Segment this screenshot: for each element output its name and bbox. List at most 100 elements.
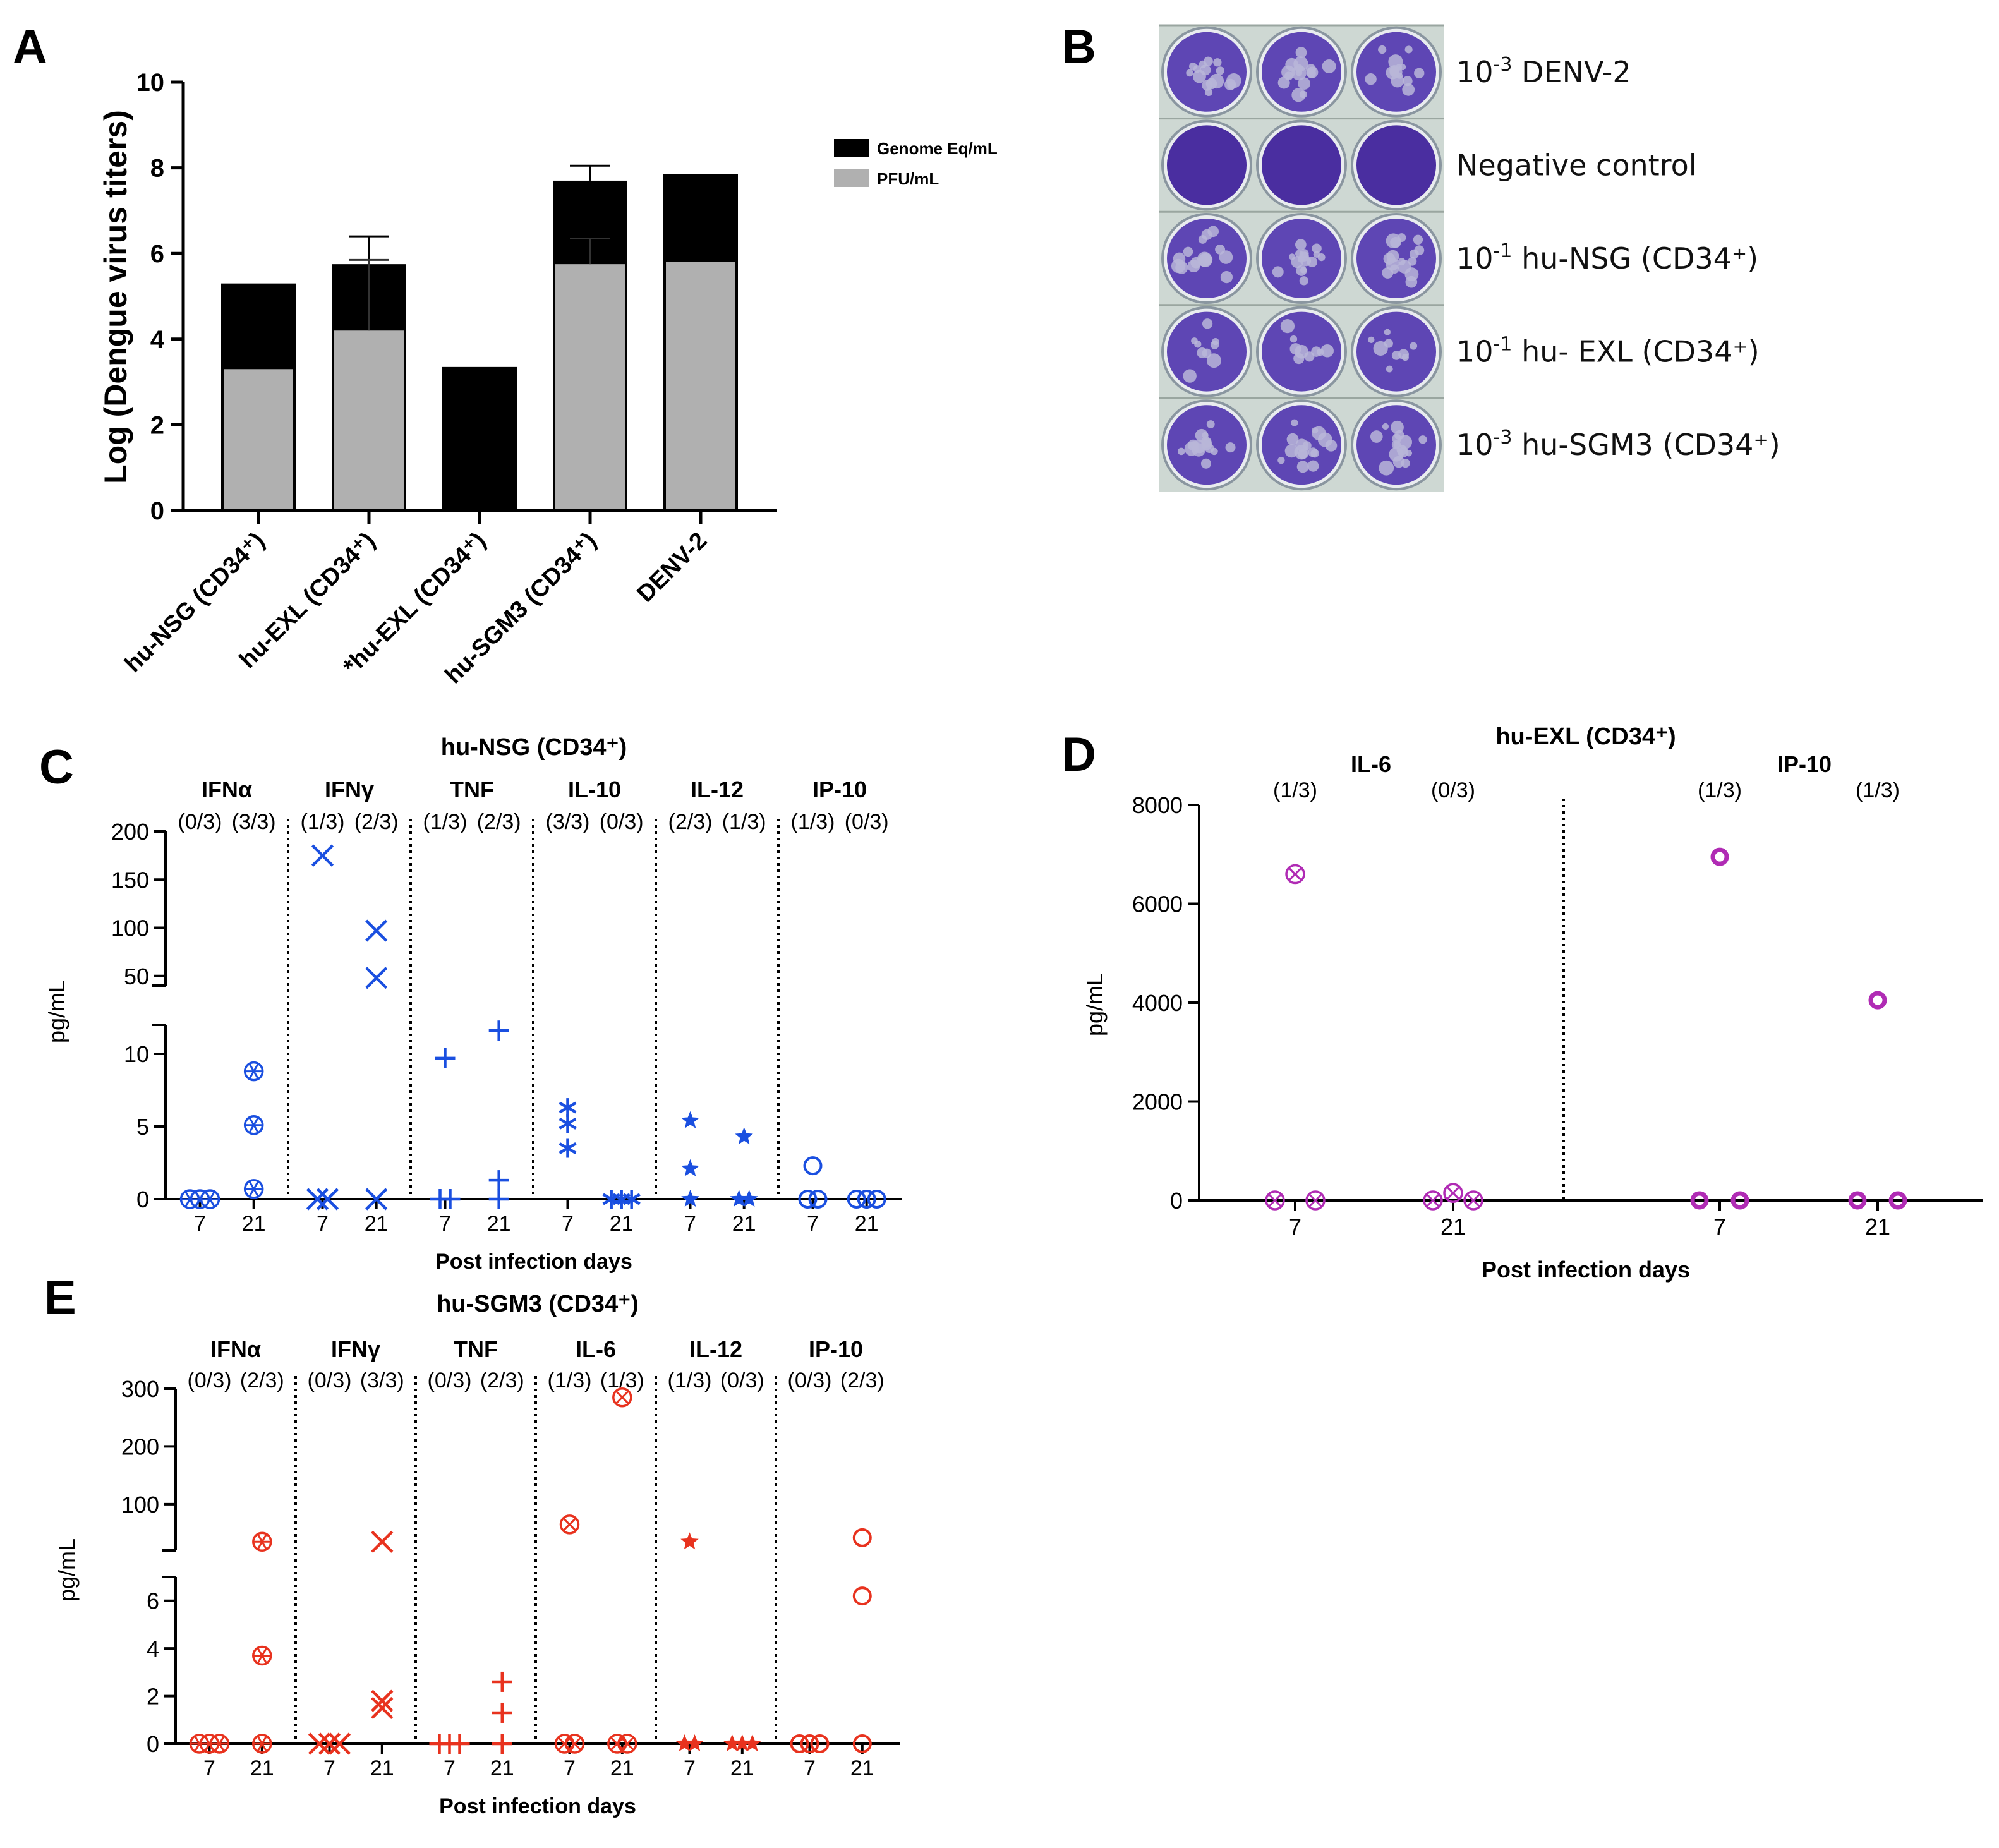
panelC-y-axis-label: pg/mL: [44, 980, 69, 1043]
d-point-circlex: [1423, 1190, 1443, 1211]
panelE-title: hu-SGM3 (CD34⁺): [437, 1291, 639, 1317]
panelE-group-name: IP-10: [809, 1336, 863, 1362]
panelC-point-plus: [488, 1189, 509, 1209]
d-x-tick-label: 7: [1713, 1214, 1726, 1240]
panelC-point-circle: [803, 1156, 823, 1176]
panelE-point-plus: [492, 1734, 512, 1754]
panelC-y-tick-label: 5: [136, 1114, 149, 1140]
b-well: [1161, 399, 1252, 491]
panelC-x-tick-label: 21: [855, 1212, 879, 1236]
d-x-tick-label: 7: [1289, 1214, 1301, 1240]
a-y-axis-label: Log (Dengue virus titers): [98, 110, 133, 484]
b-well: [1256, 399, 1347, 491]
b-well: [1161, 306, 1252, 397]
panel-letter-a: A: [13, 20, 47, 74]
panelC-point-star: [681, 1111, 699, 1128]
panel-e-scatter: hu-SGM3 (CD34⁺) 0 2 4 6 100 200 300 pg/mL Post in…: [54, 1291, 900, 1818]
d-point-ring: [1868, 991, 1887, 1010]
panelE-x-tick-label: 21: [850, 1756, 874, 1780]
d-x-tick-label: 21: [1440, 1214, 1466, 1240]
panelE-x-tick-label: 21: [370, 1756, 394, 1780]
panelE-y-tick-label: 2: [147, 1684, 159, 1710]
d-point-circlex: [1305, 1190, 1326, 1211]
b-well: [1161, 26, 1252, 118]
panelC-x-tick-label: 7: [807, 1212, 819, 1236]
a-y-tick-label: 10: [136, 69, 165, 97]
d-y-tick-label: 8000: [1132, 792, 1183, 818]
panelC-point-circle: [808, 1190, 828, 1209]
panelC-count-day21: (0/3): [845, 810, 889, 834]
d-x-axis-label: Post infection days: [1482, 1257, 1690, 1283]
panelE-point-star: [723, 1734, 742, 1752]
panelC-point-asterisk: [622, 1190, 641, 1209]
d-point-circlex: [1443, 1183, 1463, 1204]
panelC-point-x: [311, 844, 334, 867]
panelE-count-day7: (0/3): [188, 1368, 232, 1392]
panelE-x-tick-label: 7: [564, 1756, 576, 1780]
panelE-point-circle: [790, 1734, 809, 1753]
panelC-count-day7: (2/3): [668, 810, 713, 834]
a-y-tick-label: 4: [150, 326, 165, 354]
panelC-point-circle: [867, 1190, 886, 1209]
panelC-count-day7: (3/3): [546, 810, 590, 834]
panelE-point-x: [328, 1732, 351, 1755]
d-point-ring: [1848, 1191, 1867, 1210]
panelC-point-asterisk: [559, 1114, 577, 1133]
a-y-tick-label: 6: [150, 240, 164, 268]
panelC-y-tick-label: 0: [136, 1187, 149, 1212]
panelE-count-day7: (0/3): [308, 1368, 352, 1392]
panelE-point-star: [680, 1532, 699, 1550]
panelC-group-name: IP-10: [812, 776, 867, 802]
panelE-point-circle: [800, 1734, 819, 1753]
panelC-point-asterisk: [559, 1138, 577, 1158]
panelE-count-day7: (1/3): [668, 1368, 712, 1392]
d-count-day21: (1/3): [1856, 778, 1900, 802]
panel-d-scatter: hu-EXL (CD34⁺) 0 2000 4000 6000 8000 pg/mL Post…: [1082, 723, 1983, 1283]
panelE-y-tick-label: 300: [121, 1376, 159, 1402]
panelE-count-day21: (2/3): [240, 1368, 284, 1392]
d-group-name: IP-10: [1777, 751, 1832, 777]
panelC-x-tick-label: 21: [610, 1212, 634, 1236]
panelE-point-plus: [492, 1671, 512, 1692]
panelC-x-tick-label: 21: [732, 1212, 756, 1236]
panelE-count-day21: (3/3): [360, 1368, 404, 1392]
panelC-point-circle: [857, 1190, 876, 1209]
panelC-point-plus: [488, 1170, 509, 1191]
panel-letter-c: C: [39, 740, 74, 794]
panelE-x-tick-label: 21: [250, 1756, 274, 1780]
panelC-point-asterisk: [559, 1098, 577, 1118]
b-row-label: 10-3 DENV-2: [1456, 54, 1631, 89]
a-bar-pfu: [555, 264, 625, 509]
a-bar-pfu: [224, 369, 293, 509]
panelC-point-star: [681, 1190, 699, 1207]
panelC-x-axis-label: Post infection days: [435, 1250, 632, 1274]
panelE-count-day21: (2/3): [840, 1368, 885, 1392]
b-well: [1161, 213, 1252, 304]
panelC-point-plus: [488, 1020, 509, 1041]
panelE-point-x: [308, 1732, 331, 1755]
panelC-point-hexstar: [200, 1189, 220, 1209]
panel-letter-b: B: [1061, 20, 1096, 74]
panelE-point-star: [743, 1734, 762, 1752]
panelC-point-circle: [847, 1190, 866, 1209]
panelE-x-tick-label: 7: [444, 1756, 456, 1780]
panelC-point-star: [735, 1127, 753, 1145]
panelC-point-x: [316, 1188, 339, 1211]
panelE-count-day7: (0/3): [788, 1368, 832, 1392]
a-legend-label: PFU/mL: [877, 169, 939, 188]
panelC-y-tick-label: 150: [111, 867, 149, 893]
panelC-point-plus: [435, 1048, 456, 1068]
panelC-y-tick-label: 10: [124, 1041, 149, 1067]
b-row-label: 10-1 hu-NSG (CD34⁺): [1456, 240, 1758, 275]
panelC-group-name: IL-12: [691, 776, 744, 802]
b-row-label: 10-1 hu- EXL (CD34⁺): [1456, 334, 1760, 369]
panelE-group-name: IFNα: [210, 1336, 261, 1362]
panelC-y-tick-label: 50: [124, 963, 149, 989]
d-point-ring: [1710, 847, 1729, 866]
panel-letter-d: D: [1061, 728, 1096, 782]
panelE-x-tick-label: 7: [684, 1756, 696, 1780]
panelE-y-tick-label: 200: [121, 1434, 159, 1459]
a-y-tick-label: 8: [150, 155, 164, 183]
panelC-x-tick-label: 7: [439, 1212, 451, 1236]
